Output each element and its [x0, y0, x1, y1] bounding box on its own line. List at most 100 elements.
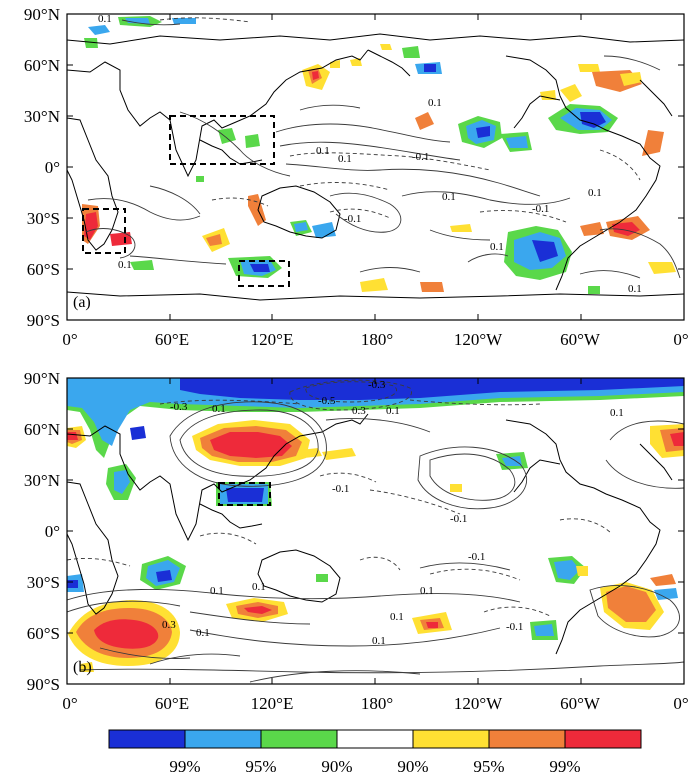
lat-tick-label: 60°S — [27, 260, 60, 279]
colorbar-swatch — [564, 729, 642, 749]
contour-label: 0.1 — [428, 97, 442, 109]
contour-label: 0.1 — [118, 259, 132, 271]
contour-label: 0.1 — [610, 407, 624, 419]
lat-tick-label: 0° — [45, 158, 60, 177]
contour-label: 0.1 — [196, 627, 210, 639]
panel-b-label: (b) — [73, 659, 92, 676]
colorbar-swatches — [108, 729, 642, 749]
colorbar-label: 99% — [169, 757, 200, 776]
lat-tick-label: 30°S — [27, 573, 60, 592]
contour-label: 0.1 — [252, 581, 266, 593]
contour-label: -0.3 — [368, 379, 386, 391]
colorbar-swatch — [184, 729, 262, 749]
contour-label: -0.1 — [532, 203, 549, 215]
colorbar-swatch — [488, 729, 566, 749]
panel-a-significance-shading — [82, 16, 676, 294]
contour-label: -0.1 — [332, 483, 349, 495]
contour-label: 0.1 — [316, 145, 330, 157]
panel-a-contour-labels: 0.1 0.1 -0.1 0.1 -0.1 0.1 -0.1 0.1 0.1 0… — [98, 13, 642, 295]
region-box-southern-ocean — [238, 260, 290, 287]
contour-label: 0.1 — [210, 585, 224, 597]
lat-tick-label: 60°N — [24, 420, 60, 439]
contour-label: -0.1 — [506, 621, 523, 633]
lon-tick-label: 0° — [62, 330, 77, 349]
panel-b-lat-labels: 90°N 60°N 30°N 0° 30°S 60°S 90°S — [24, 369, 60, 694]
lon-tick-label: 120°W — [454, 330, 503, 349]
contour-label: 0.1 — [338, 153, 352, 165]
contour-label: 0.1 — [628, 283, 642, 295]
lon-tick-label: 60°E — [155, 330, 189, 349]
colorbar-swatch — [412, 729, 490, 749]
lon-tick-label: 120°E — [251, 694, 294, 713]
panel-b-dashed-contours — [67, 379, 613, 617]
lon-tick-label: 180° — [361, 694, 393, 713]
colorbar-label: 95% — [245, 757, 276, 776]
contour-label: -0.5 — [318, 395, 336, 407]
contour-label: 0.1 — [442, 191, 456, 203]
lat-tick-label: 90°S — [27, 311, 60, 330]
contour-label: -0.3 — [170, 401, 188, 413]
contour-label: -0.1 — [450, 513, 467, 525]
contour-label: -0.1 — [412, 151, 429, 163]
panel-b-contour-labels: -0.5 -0.3 -0.3 0.3 0.1 0.1 -0.1 0.1 -0.1… — [162, 379, 624, 647]
panel-a-coastlines — [67, 33, 684, 301]
region-box-south-africa — [82, 208, 126, 254]
contour-label: 0.1 — [490, 241, 504, 253]
lon-tick-label: 0° — [673, 694, 688, 713]
lat-tick-label: 60°N — [24, 56, 60, 75]
colorbar-label: 90% — [321, 757, 352, 776]
lat-tick-label: 90°N — [24, 5, 60, 24]
colorbar-label: 95% — [473, 757, 504, 776]
colorbar-label: 90% — [397, 757, 428, 776]
lon-tick-label: 120°E — [251, 330, 294, 349]
colorbar-frame — [108, 729, 642, 749]
lat-tick-label: 30°N — [24, 471, 60, 490]
region-box-indochina — [169, 115, 275, 165]
colorbar-labels: 99% 95% 90% 90% 95% 99% — [169, 757, 580, 776]
panel-a-map: 0.1 0.1 -0.1 0.1 -0.1 0.1 -0.1 0.1 0.1 0… — [67, 13, 684, 301]
lat-tick-label: 0° — [45, 522, 60, 541]
lat-tick-label: 60°S — [27, 624, 60, 643]
panel-b-significance-shading — [67, 378, 684, 672]
colorbar-swatch — [260, 729, 338, 749]
panel-b-ticks — [66, 377, 685, 685]
panel-a-lon-labels: 0° 60°E 120°E 180° 120°W 60°W 0° — [62, 330, 688, 349]
contour-label: 0.1 — [420, 585, 434, 597]
panel-a-region-boxes — [82, 115, 290, 287]
lon-tick-label: 60°W — [560, 330, 601, 349]
colorbar-swatch — [108, 729, 186, 749]
panel-a-map-area — [67, 14, 684, 320]
contour-label: 0.1 — [386, 405, 400, 417]
colorbar-label: 99% — [549, 757, 580, 776]
lon-tick-label: 120°W — [454, 694, 503, 713]
panel-a-label: (a) — [73, 294, 91, 311]
contour-label: 0.1 — [372, 635, 386, 647]
panel-a-ticks — [66, 13, 685, 321]
panel-a-lat-labels: 90°N 60°N 30°N 0° 30°S 60°S 90°S — [24, 5, 60, 330]
panel-b-region-box — [218, 482, 271, 506]
panel-b-contours — [67, 401, 684, 683]
contour-label: 0.3 — [352, 405, 366, 417]
lon-tick-label: 60°E — [155, 694, 189, 713]
contour-label: 0.1 — [588, 187, 602, 199]
contour-label: 0.3 — [162, 619, 176, 631]
lon-tick-label: 180° — [361, 330, 393, 349]
contour-label: 0.1 — [98, 13, 112, 25]
lat-tick-label: 30°N — [24, 107, 60, 126]
lon-tick-label: 0° — [62, 694, 77, 713]
contour-label: 0.1 — [390, 611, 404, 623]
panel-a-dashed-contours — [159, 17, 641, 223]
lat-tick-label: 30°S — [27, 209, 60, 228]
colorbar: 99% 95% 90% 90% 95% 99% — [108, 729, 642, 776]
lat-tick-label: 90°S — [27, 675, 60, 694]
lon-tick-label: 60°W — [560, 694, 601, 713]
colorbar-swatch — [336, 729, 414, 749]
contour-label: -0.1 — [344, 213, 361, 225]
contour-label: 0.1 — [212, 403, 226, 415]
panel-b: -0.5 -0.3 -0.3 0.3 0.1 0.1 -0.1 0.1 -0.1… — [24, 369, 689, 713]
lat-tick-label: 90°N — [24, 369, 60, 388]
contour-label: -0.1 — [468, 551, 485, 563]
panel-a-contours — [85, 19, 681, 279]
panel-a: 0.1 0.1 -0.1 0.1 -0.1 0.1 -0.1 0.1 0.1 0… — [24, 5, 689, 349]
